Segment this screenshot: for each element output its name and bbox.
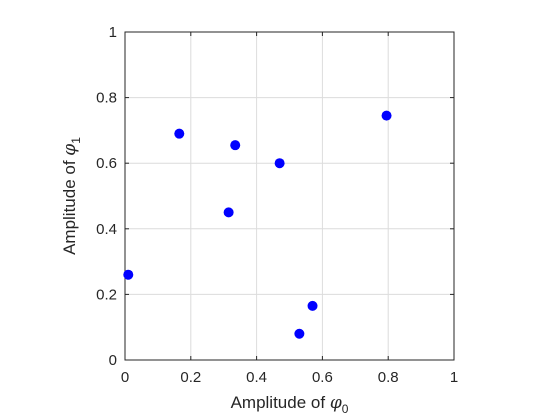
data-points <box>123 110 392 339</box>
y-axis-label-text: Amplitude of <box>60 156 79 255</box>
x-axis-label: Amplitude of φ0 <box>231 393 349 416</box>
y-tick-label: 0.2 <box>96 286 117 303</box>
data-point <box>294 328 305 339</box>
data-point <box>230 140 241 151</box>
y-axis-label: Amplitude of φ1 <box>60 137 83 255</box>
x-tick-label: 0.4 <box>246 369 267 386</box>
data-point <box>174 128 185 139</box>
x-axis-label-symbol: φ <box>330 393 342 413</box>
y-tick-label: 0.4 <box>96 221 117 238</box>
y-tick-label: 1 <box>109 24 117 41</box>
x-axis-label-subscript: 0 <box>342 402 349 416</box>
data-point <box>223 207 234 218</box>
data-point <box>274 158 285 169</box>
x-tick-label: 0.2 <box>180 369 201 386</box>
y-tick-label: 0.8 <box>96 90 117 107</box>
plot-area <box>124 31 455 361</box>
y-axis-label-symbol: φ <box>60 144 80 156</box>
x-axis-label-text: Amplitude of <box>231 393 330 412</box>
x-tick-label: 1 <box>450 369 458 386</box>
data-point <box>123 269 134 280</box>
data-point <box>307 300 318 311</box>
x-tick-label: 0 <box>121 369 129 386</box>
y-tick-label: 0 <box>109 352 117 369</box>
x-tick-label: 0.8 <box>378 369 399 386</box>
grid-lines <box>125 32 454 360</box>
x-tick-label: 0.6 <box>312 369 333 386</box>
y-axis-label-subscript: 1 <box>69 137 83 144</box>
y-tick-label: 0.6 <box>96 155 117 172</box>
data-point <box>381 110 392 121</box>
axis-ticks: 0 0.2 0.4 0.6 0.8 1 0 0.2 0.4 0.6 0.8 1 <box>96 24 458 386</box>
